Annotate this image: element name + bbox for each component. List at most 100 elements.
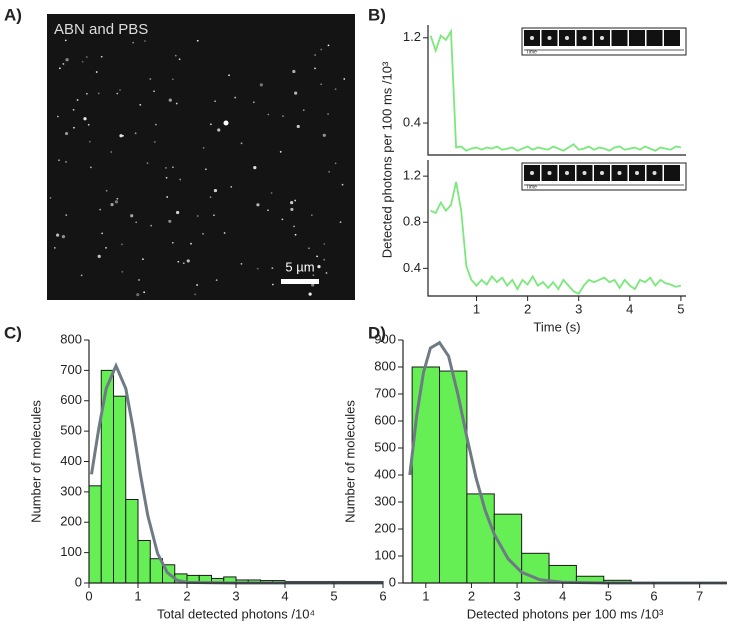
x-tick-label: 5 xyxy=(330,588,337,603)
spot xyxy=(294,91,298,95)
spot xyxy=(228,74,230,77)
spot xyxy=(165,176,168,179)
spot xyxy=(49,197,52,199)
x-axis-label: Time (s) xyxy=(533,319,580,334)
panel-label: A) xyxy=(4,5,22,24)
x-tick-label: 2 xyxy=(524,301,531,316)
spot xyxy=(209,123,212,126)
spot xyxy=(343,78,346,80)
spot xyxy=(62,63,65,65)
trace xyxy=(429,28,682,152)
spot xyxy=(56,115,59,118)
spot xyxy=(73,126,75,129)
spot xyxy=(149,78,152,80)
y-tick-label: 300 xyxy=(374,493,396,508)
inset-spot xyxy=(530,36,534,40)
spot xyxy=(130,214,134,218)
spot xyxy=(65,58,69,62)
spot xyxy=(317,265,321,269)
panel-label: C) xyxy=(4,323,22,342)
spot xyxy=(88,140,91,143)
spot xyxy=(85,92,88,95)
spot xyxy=(214,100,217,103)
spot xyxy=(267,113,270,116)
spot xyxy=(186,259,190,263)
spot xyxy=(116,92,119,95)
spot xyxy=(327,44,330,47)
y-tick-label: 0 xyxy=(75,574,82,589)
spot xyxy=(83,117,87,121)
bar xyxy=(466,493,495,584)
bar xyxy=(88,485,102,584)
spot xyxy=(314,67,316,70)
spot xyxy=(316,255,319,258)
spot xyxy=(279,150,282,153)
spot xyxy=(168,219,172,223)
spot xyxy=(99,208,102,211)
spot xyxy=(281,218,284,221)
inset-label: Time xyxy=(526,49,537,55)
spot xyxy=(165,167,167,169)
spot xyxy=(320,48,323,51)
x-tick-label: 1 xyxy=(134,588,141,603)
spot xyxy=(308,247,310,250)
spot xyxy=(76,99,79,101)
y-tick-label: 800 xyxy=(60,331,82,346)
scale-bar-label: 5 µm xyxy=(285,259,314,274)
y-tick-label: 0.4 xyxy=(403,114,421,129)
x-tick-label: 5 xyxy=(605,588,612,603)
spot xyxy=(144,40,146,42)
spot xyxy=(272,283,274,286)
inset-spot xyxy=(600,36,604,40)
y-tick-label: 700 xyxy=(60,362,82,377)
trace xyxy=(430,181,682,295)
y-axis-label: Detected photons per 100 ms /10³ xyxy=(379,61,394,258)
spot xyxy=(175,102,178,105)
inset-frame xyxy=(629,30,645,46)
spot xyxy=(294,199,297,202)
spot xyxy=(302,109,305,112)
spot xyxy=(110,151,113,153)
y-tick-label: 500 xyxy=(60,423,82,438)
spot xyxy=(101,232,104,235)
x-tick-label: 5 xyxy=(677,301,684,316)
spot xyxy=(294,233,297,236)
spot xyxy=(119,89,121,91)
spot xyxy=(153,141,156,143)
spot xyxy=(311,283,315,287)
x-tick-label: 4 xyxy=(281,588,288,603)
spot xyxy=(194,293,197,296)
inset-frame xyxy=(611,30,628,46)
y-tick-label: 600 xyxy=(374,412,396,427)
inset-spot xyxy=(565,36,569,40)
spot xyxy=(293,225,295,228)
spot xyxy=(252,101,255,104)
spot xyxy=(202,232,204,235)
spot xyxy=(119,134,123,138)
bar xyxy=(493,513,523,584)
spot xyxy=(64,39,67,42)
spot xyxy=(223,232,226,234)
y-tick-label: 100 xyxy=(60,544,82,559)
axis xyxy=(427,25,686,156)
y-tick-label: 300 xyxy=(60,483,82,498)
spot xyxy=(134,132,137,135)
spot xyxy=(171,241,174,244)
spot xyxy=(256,267,259,270)
x-tick-label: 6 xyxy=(650,588,657,603)
spot xyxy=(323,243,326,245)
panel-label: B) xyxy=(368,5,386,24)
spot xyxy=(81,60,84,63)
axis xyxy=(427,160,686,297)
spot xyxy=(209,196,212,199)
spot xyxy=(153,90,155,93)
spot xyxy=(213,214,215,217)
bar xyxy=(411,366,441,584)
spot xyxy=(174,54,177,57)
micrograph xyxy=(47,14,355,300)
spot xyxy=(89,166,92,169)
spot xyxy=(196,284,198,286)
inset-frame xyxy=(664,165,680,181)
x-tick-label: 1 xyxy=(422,588,429,603)
spot xyxy=(65,214,68,216)
